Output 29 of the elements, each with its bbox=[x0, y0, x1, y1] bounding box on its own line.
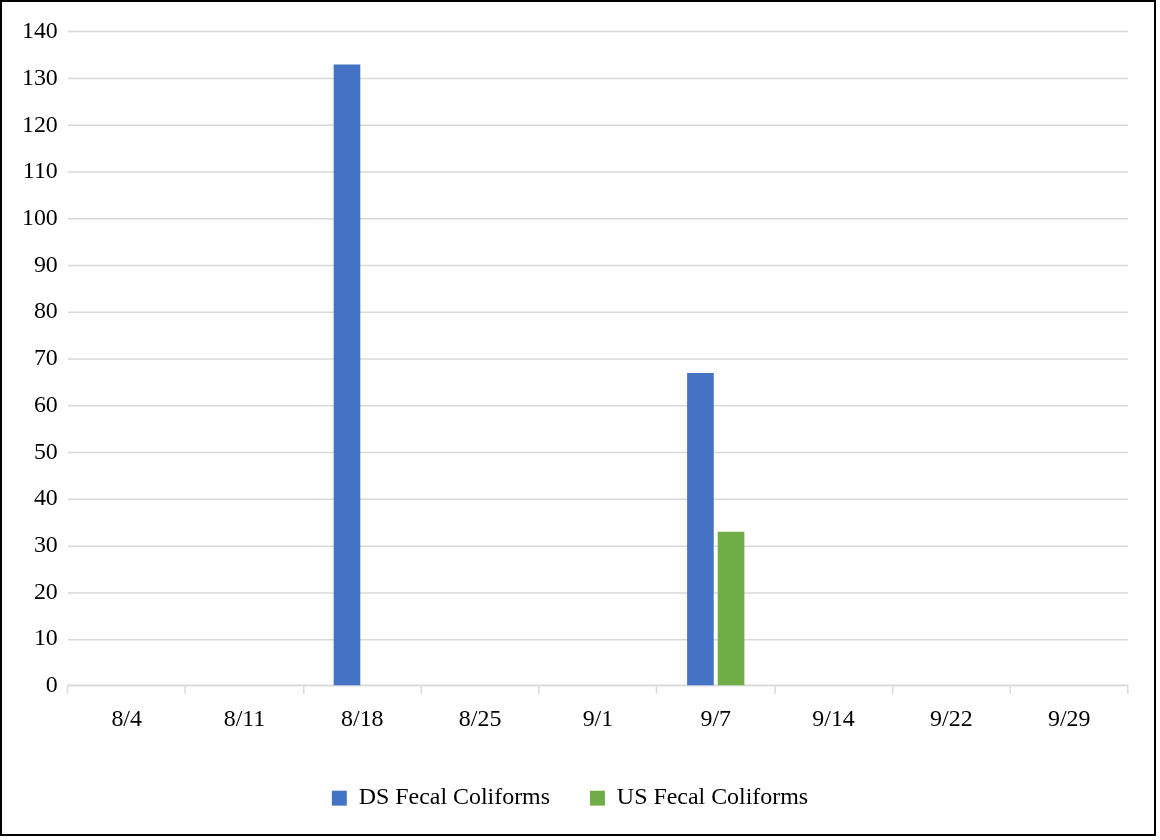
y-tick-label: 110 bbox=[22, 157, 58, 184]
y-tick-label: 0 bbox=[45, 671, 58, 698]
bar bbox=[333, 64, 361, 686]
y-tick-label: 20 bbox=[33, 577, 58, 604]
y-tick-label: 80 bbox=[33, 297, 58, 324]
y-tick-label: 120 bbox=[21, 110, 58, 137]
x-tick-label: 8/4 bbox=[111, 705, 143, 732]
x-tick-label: 9/7 bbox=[700, 705, 732, 732]
y-tick-label: 70 bbox=[33, 344, 58, 371]
bar bbox=[717, 531, 745, 686]
x-tick-label: 8/18 bbox=[341, 705, 384, 732]
legend-label: DS Fecal Coliforms bbox=[358, 783, 551, 810]
y-tick-label: 130 bbox=[21, 63, 58, 90]
y-tick-label: 90 bbox=[33, 250, 58, 277]
x-tick-label: 9/14 bbox=[812, 705, 855, 732]
x-tick-label: 9/29 bbox=[1047, 705, 1091, 732]
bar bbox=[687, 372, 714, 686]
y-tick-label: 100 bbox=[21, 204, 58, 230]
y-tick-label: 30 bbox=[33, 531, 58, 558]
y-tick-label: 140 bbox=[21, 17, 58, 44]
y-tick-label: 50 bbox=[33, 437, 58, 464]
y-tick-label: 10 bbox=[33, 624, 58, 651]
y-tick-label: 60 bbox=[33, 390, 58, 417]
x-tick-label: 8/11 bbox=[223, 705, 266, 732]
x-tick-label: 9/1 bbox=[582, 705, 614, 732]
x-tick-label: 8/25 bbox=[458, 705, 502, 732]
legend-label: US Fecal Coliforms bbox=[616, 783, 809, 810]
y-tick-label: 40 bbox=[33, 484, 58, 511]
x-tick-label: 9/22 bbox=[930, 705, 973, 732]
